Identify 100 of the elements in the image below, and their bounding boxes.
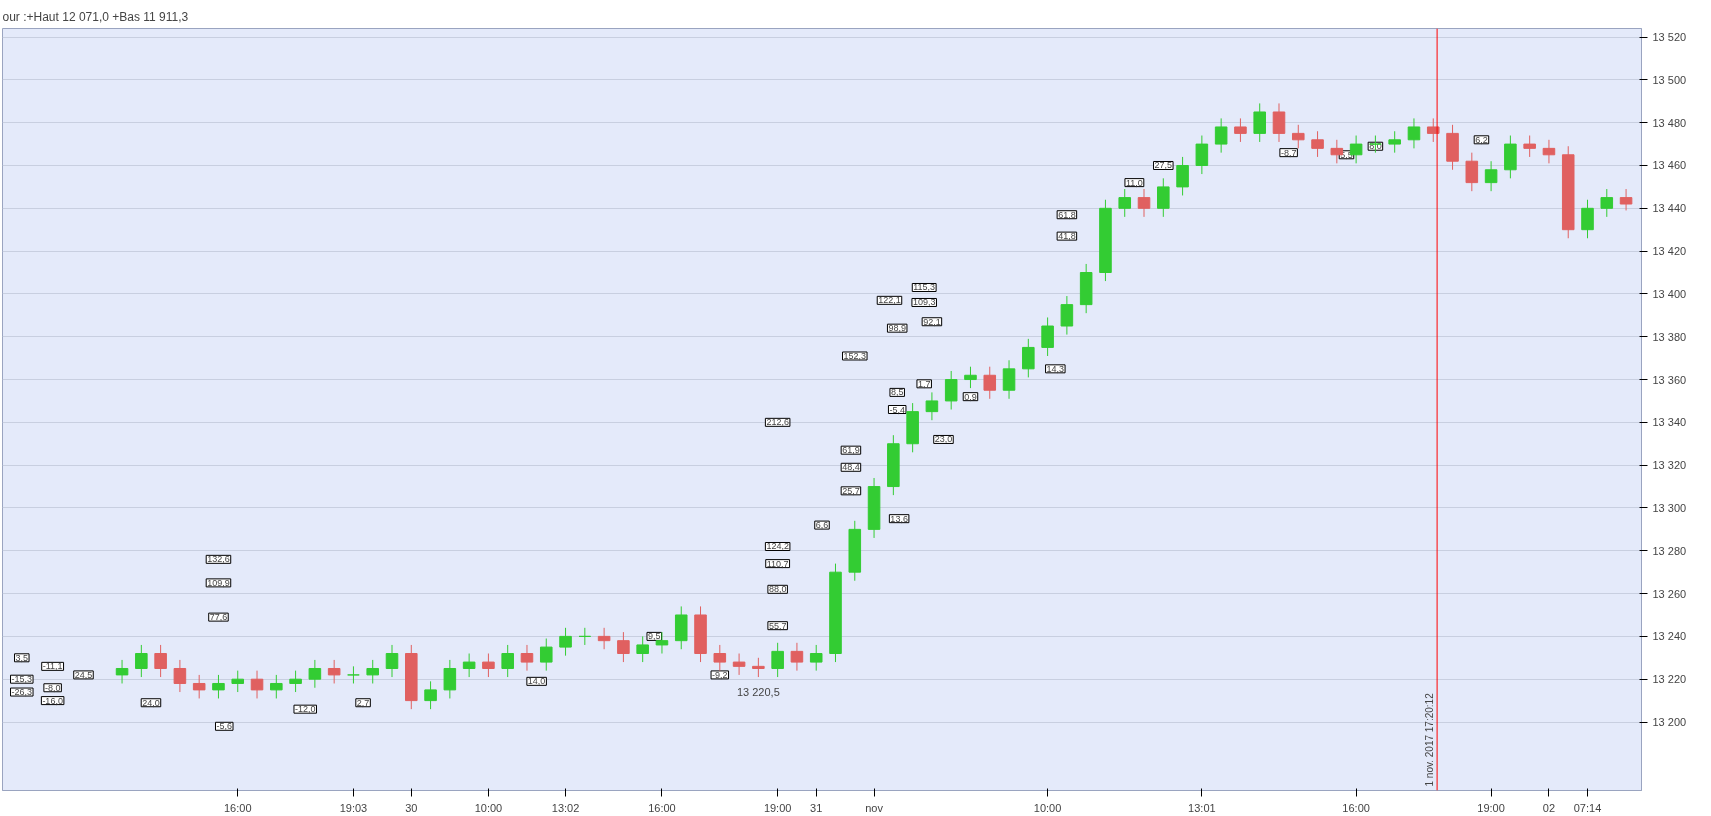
candlestick [1581, 199, 1594, 239]
annotation: 132,6 [207, 554, 230, 565]
candlestick [520, 644, 534, 672]
y-tick-label: 13 260 [1652, 587, 1687, 600]
candlestick [1272, 102, 1286, 143]
y-tick-label: 13 340 [1652, 416, 1687, 429]
x-tick-label: 16:00 [223, 801, 252, 814]
candlestick [713, 644, 727, 672]
annotation: 14,3 [1046, 363, 1065, 374]
y-tick-label: 13 420 [1652, 245, 1687, 258]
candlestick [925, 391, 939, 421]
annotation: 122,1 [878, 295, 901, 306]
x-tick-label: nov [865, 801, 884, 814]
x-tick-label: 13:02 [551, 801, 580, 814]
x-tick-label: 19:00 [763, 801, 792, 814]
text: -26,3 [11, 687, 33, 698]
candlestick [385, 644, 399, 678]
annotation: 212,6 [766, 417, 789, 428]
x-tick-label: 13:01 [1188, 801, 1216, 814]
annotation: 92,1 [923, 316, 941, 327]
candlestick [1407, 117, 1421, 149]
candlestick [539, 638, 553, 672]
y-tick-label: 13 480 [1652, 116, 1687, 129]
x-tick-label: 10:00 [474, 801, 503, 814]
annotation: -12,0 [294, 704, 316, 715]
annotation: 11,0 [1125, 177, 1143, 188]
candlestick [482, 653, 495, 678]
y-tick-label: 13 200 [1652, 716, 1687, 729]
candlestick [1041, 316, 1054, 357]
candlestick [771, 642, 784, 678]
candlestick [192, 674, 206, 699]
annotation: 24,0 [142, 697, 160, 708]
candlestick [636, 635, 649, 663]
candlestick [135, 644, 148, 678]
annotation: 61,8 [1058, 209, 1076, 220]
candlestick [1523, 135, 1536, 158]
candlestick [964, 366, 977, 389]
annotation: 55,7 [768, 620, 787, 631]
annotation: 115,3 [913, 282, 936, 293]
annotation: 23,0 [934, 434, 953, 445]
annotation: 152,3 [843, 350, 867, 361]
annotation: 124,2 [766, 541, 789, 552]
text: -11,1 [42, 661, 63, 672]
text: -16,0 [42, 695, 63, 706]
x-tick-label: 07:14 [1573, 801, 1602, 814]
annotation: 110,7 [766, 558, 789, 569]
x-tick-label: 19:00 [1477, 801, 1505, 814]
y-tick-label: 13 360 [1652, 373, 1687, 386]
candlestick [424, 680, 437, 710]
candlestick [443, 659, 457, 699]
y-tick-label: 13 460 [1652, 159, 1687, 172]
annotation: 41,8 [1058, 231, 1076, 242]
candlestick [115, 659, 129, 684]
y-tick-label: 13 220 [1652, 673, 1687, 686]
annotation: 27,5 [1154, 160, 1173, 171]
candlestick [501, 644, 514, 678]
text: 3,5 [15, 652, 29, 663]
annotation: 109,9 [207, 577, 230, 588]
candlestick [732, 653, 746, 676]
annotation: 88,0 [768, 584, 787, 595]
candlestick [1291, 124, 1305, 149]
x-tick-label: 16:00 [648, 801, 676, 814]
x-tick-label: 31 [810, 801, 823, 814]
annotation: 13 220,5 [736, 686, 780, 699]
annotation: 2,7 [356, 697, 370, 708]
annotation: 8,5 [890, 387, 904, 398]
candlestick [366, 659, 380, 684]
candlestick [250, 670, 264, 699]
y-tick-label: 13 280 [1652, 544, 1687, 557]
candlestick [1137, 188, 1151, 218]
annotation: -8,7 [1280, 147, 1297, 158]
candlestick [231, 670, 245, 693]
candlestick [1022, 338, 1035, 378]
annotation: 6,2 [1475, 134, 1488, 145]
annotation: 61,9 [842, 445, 860, 456]
candlestick [1600, 188, 1614, 218]
annotation: 25,7 [842, 485, 860, 496]
annotation: 13,6 [890, 513, 908, 524]
candlestick [1176, 156, 1189, 196]
candlestick [1253, 102, 1266, 143]
candlestick [944, 370, 958, 410]
candlestick [617, 631, 630, 663]
candlestick [1311, 130, 1324, 158]
candlestick [154, 644, 167, 678]
candlestick [597, 627, 611, 650]
annotation: -9,2 [712, 669, 728, 680]
annotation: 1,7 [917, 378, 931, 389]
annotation: 14,0 [527, 676, 546, 687]
candlestick [173, 659, 187, 693]
annotation: 0,9 [964, 391, 977, 402]
candlestick [462, 653, 476, 678]
annotation: 48,4 [842, 462, 860, 473]
text: -8,0 [44, 682, 61, 693]
candlestick [308, 659, 322, 689]
candlestick [1234, 117, 1247, 143]
candlestick [1214, 117, 1228, 154]
annotation: 6,6 [815, 520, 829, 531]
candlestick [1060, 295, 1074, 336]
candlestick [1484, 160, 1498, 192]
annotation: 77,6 [209, 612, 228, 623]
